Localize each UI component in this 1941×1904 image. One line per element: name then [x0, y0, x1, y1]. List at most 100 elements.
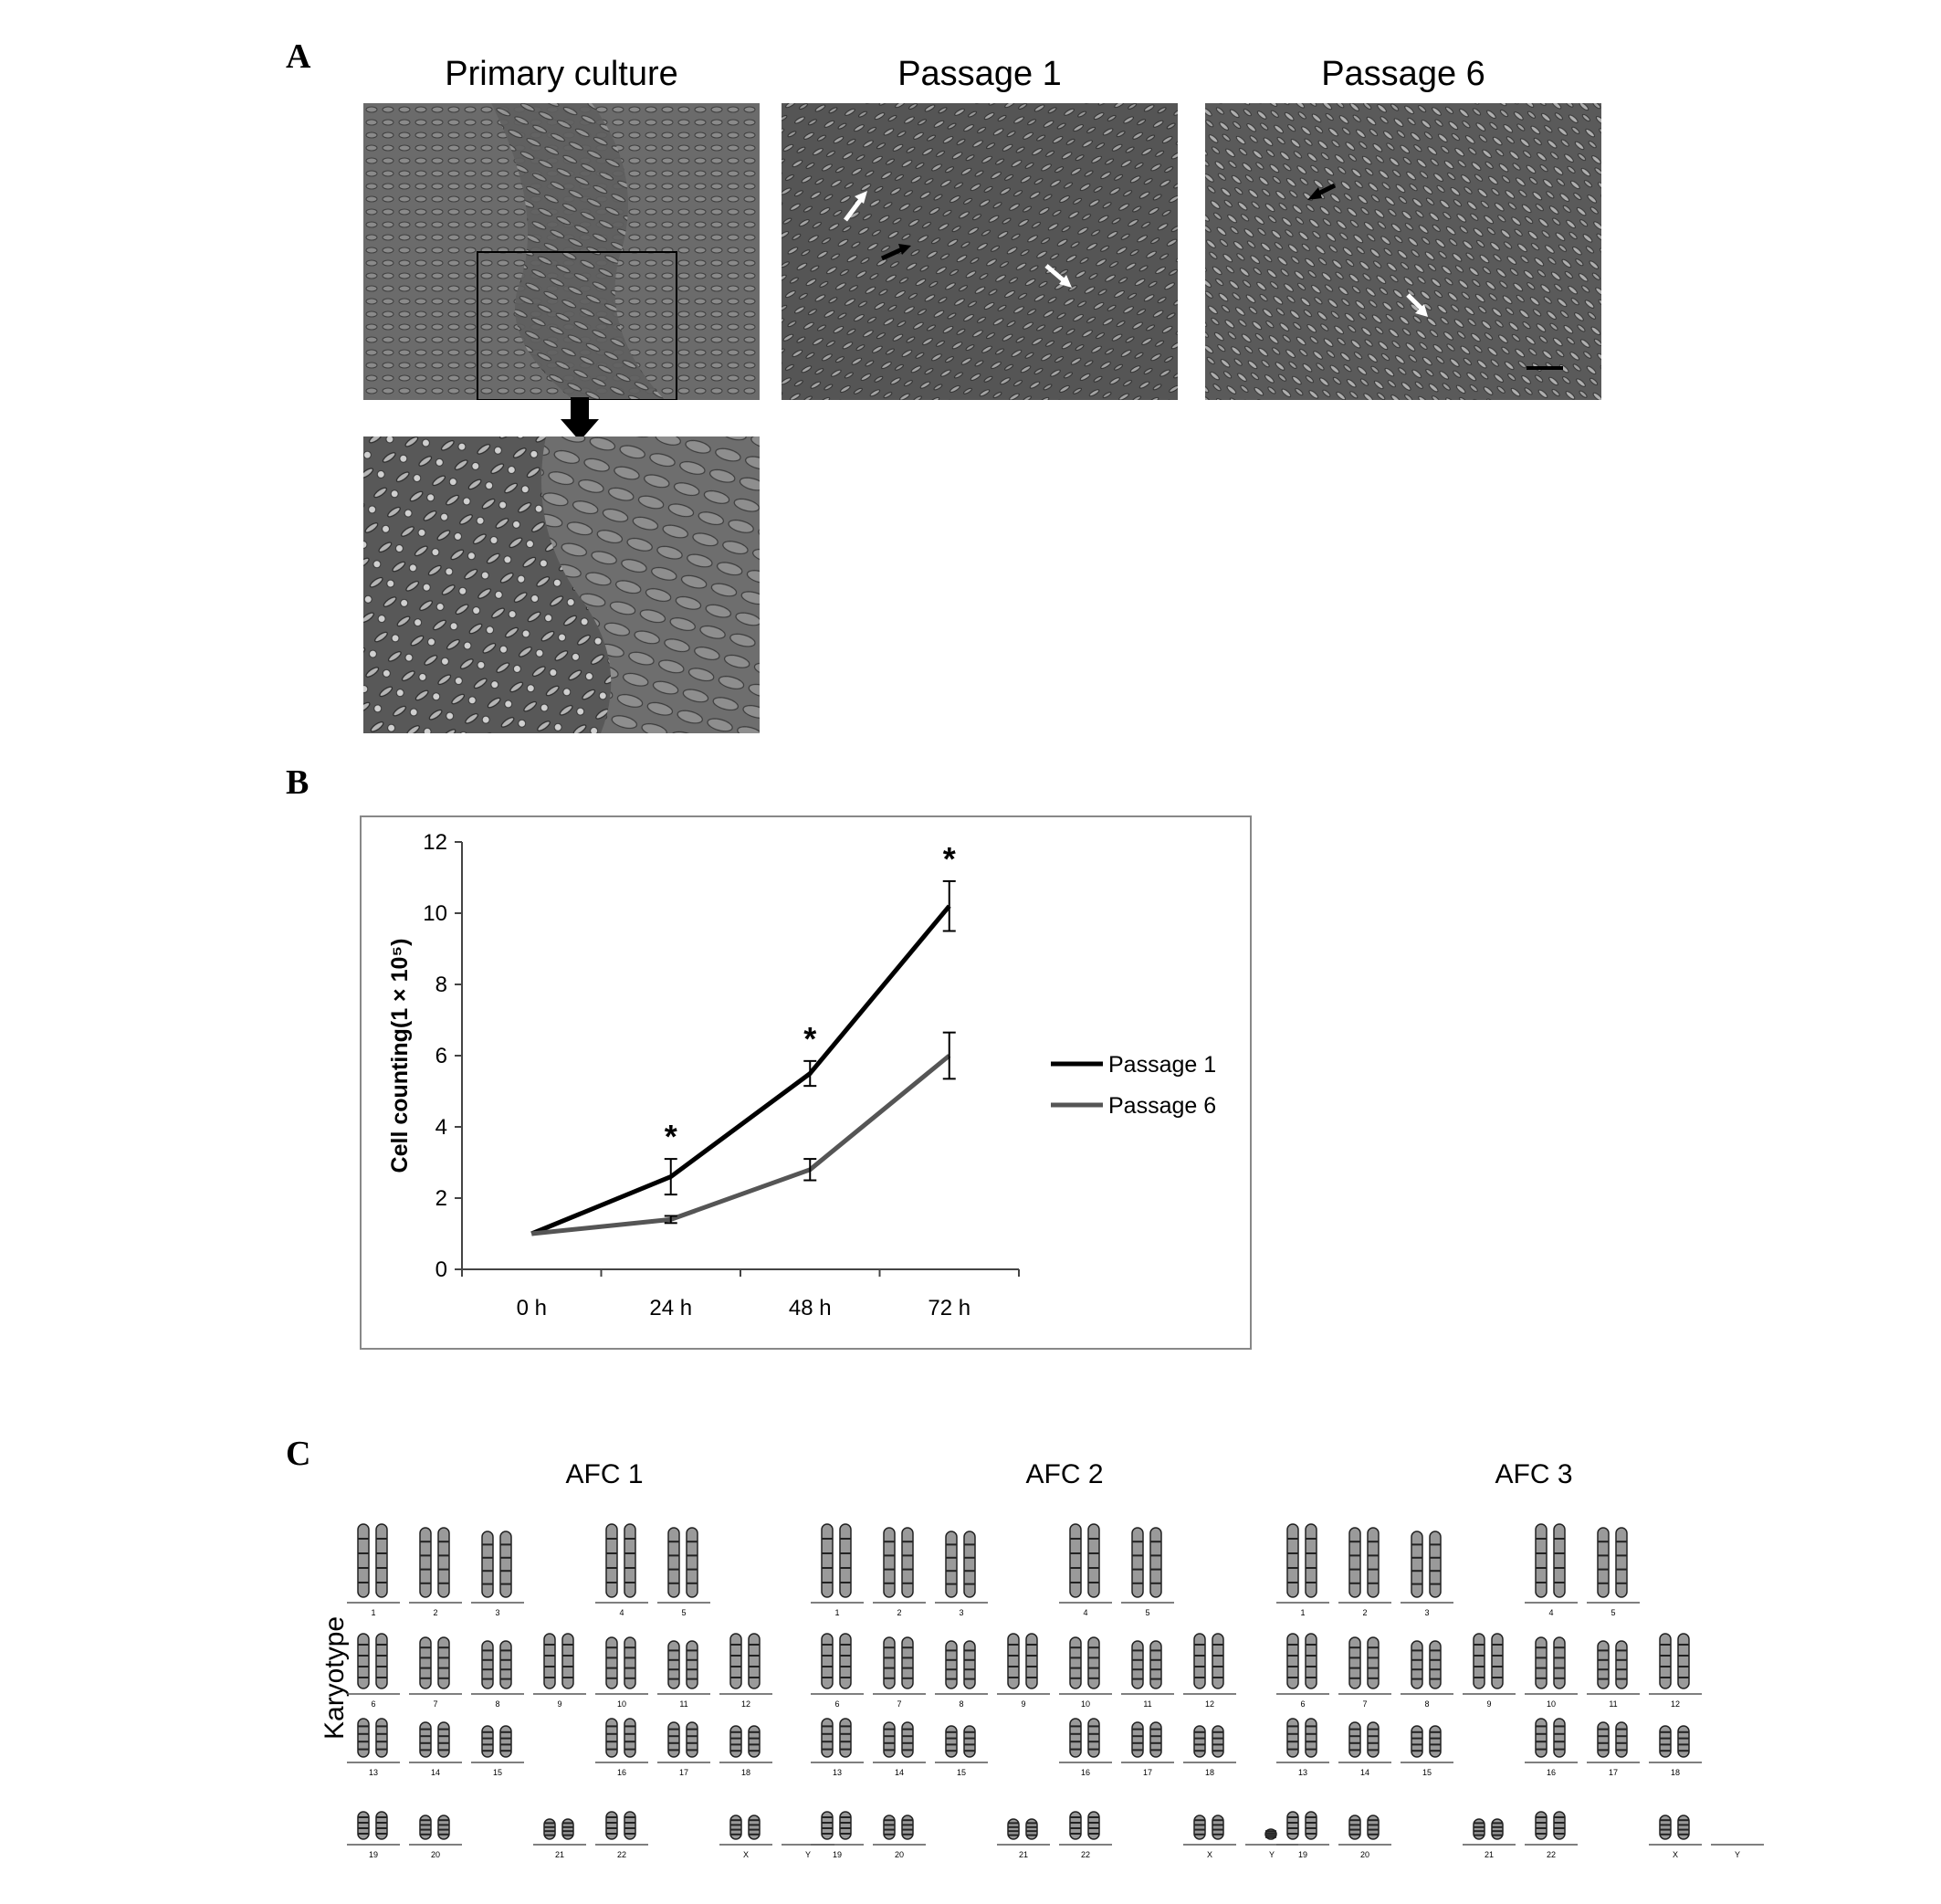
chromatid: [1087, 1811, 1100, 1840]
chromosome: [1286, 1523, 1299, 1598]
chromatid: [1286, 1633, 1299, 1689]
chromatid: [499, 1640, 512, 1689]
chromatid: [605, 1523, 618, 1598]
chromatid: [839, 1633, 852, 1689]
chromosome: [499, 1531, 512, 1598]
chromatid: [1367, 1636, 1380, 1689]
chromosome: [437, 1527, 450, 1598]
chromatid: [1025, 1818, 1038, 1840]
chromosome: [1411, 1640, 1423, 1689]
chromosome-label: 16: [617, 1768, 626, 1777]
chromatid: [839, 1523, 852, 1598]
chromosome-label: 10: [1081, 1699, 1090, 1709]
chromatid: [883, 1527, 896, 1598]
chromosome: [686, 1527, 698, 1598]
chromosome-label: 6: [371, 1699, 375, 1709]
chromosome: [624, 1523, 636, 1598]
chromatid: [839, 1718, 852, 1758]
chromatid: [1087, 1523, 1100, 1598]
legend-label-2: Passage 6: [1108, 1093, 1216, 1119]
chromosome: [1264, 1828, 1277, 1840]
chromosome-label: 17: [679, 1768, 688, 1777]
chromosome: [437, 1721, 450, 1758]
chromosome: [605, 1718, 618, 1758]
chromatid: [1193, 1725, 1206, 1758]
chromatid: [419, 1527, 432, 1598]
chromosome: [1553, 1636, 1566, 1689]
chromatid: [1659, 1633, 1672, 1689]
chromatid: [901, 1815, 914, 1840]
chromatid: [1615, 1640, 1628, 1689]
chromosome: [624, 1811, 636, 1840]
chromosome: [437, 1636, 450, 1689]
chromatid: [821, 1718, 834, 1758]
chromosome: [748, 1725, 761, 1758]
chromosome: [1069, 1811, 1082, 1840]
chromosome-label: 21: [1485, 1850, 1494, 1859]
chromosome: [1025, 1818, 1038, 1840]
chromosome: [1367, 1815, 1380, 1840]
micrograph-passage-6: [1205, 103, 1601, 400]
growth-chart-frame: 0 2 4 6 8 10 12 0 h 24 h 48 h 72 h Cell counting(1 …: [360, 815, 1252, 1350]
chromosome-label: 16: [1081, 1768, 1090, 1777]
chromatid: [1367, 1815, 1380, 1840]
chromosome-label: 22: [1547, 1850, 1556, 1859]
chromosome: [1212, 1633, 1224, 1689]
chromosome: [1535, 1636, 1548, 1689]
chromatid: [1348, 1815, 1361, 1840]
chromosome: [1087, 1718, 1100, 1758]
chromosome-label: 4: [1083, 1608, 1087, 1617]
chromosome: [1659, 1815, 1672, 1840]
chromatid: [437, 1815, 450, 1840]
chromosome: [1597, 1721, 1610, 1758]
chromatid: [1411, 1640, 1423, 1689]
chromosome-label: 7: [897, 1699, 901, 1709]
chromosome: [883, 1721, 896, 1758]
chromosome-label: 7: [433, 1699, 437, 1709]
micrograph-primary-culture: [363, 103, 760, 400]
chromosome: [1193, 1633, 1206, 1689]
chromosome: [1473, 1818, 1485, 1840]
chromatid: [883, 1815, 896, 1840]
chromatid: [821, 1811, 834, 1840]
chromosome: [963, 1531, 976, 1598]
chromosome-label: 21: [555, 1850, 564, 1859]
chromatid: [624, 1718, 636, 1758]
chromatid: [1659, 1815, 1672, 1840]
chromosome-label: 15: [1422, 1768, 1432, 1777]
chromosome-label: Y: [1735, 1850, 1740, 1859]
chromatid: [1411, 1531, 1423, 1598]
significance-marker: *: [803, 1020, 816, 1057]
chromosome: [1615, 1721, 1628, 1758]
chromosome-label: 1: [371, 1608, 375, 1617]
chromatid: [437, 1527, 450, 1598]
chromosome: [499, 1725, 512, 1758]
chromosome: [624, 1636, 636, 1689]
chromosome: [748, 1815, 761, 1840]
chromatid: [1286, 1523, 1299, 1598]
chromatid: [1535, 1636, 1548, 1689]
chromatid: [1069, 1523, 1082, 1598]
chromosome-label: 19: [833, 1850, 842, 1859]
chromosome-label: 11: [679, 1699, 687, 1709]
chromosome: [1305, 1633, 1317, 1689]
chromatid: [624, 1811, 636, 1840]
chromatid: [499, 1725, 512, 1758]
chromosome: [839, 1523, 852, 1598]
chromosome: [901, 1636, 914, 1689]
chromosome: [1131, 1640, 1144, 1689]
chromatid: [543, 1633, 556, 1689]
chromatid: [1677, 1633, 1690, 1689]
chromatid: [686, 1527, 698, 1598]
chromosome-label: 18: [741, 1768, 750, 1777]
chromosome-label: Y: [1269, 1850, 1275, 1859]
chromosome-label: 18: [1205, 1768, 1214, 1777]
chromosome: [1659, 1633, 1672, 1689]
chromatid: [1069, 1718, 1082, 1758]
chromosome: [375, 1523, 388, 1598]
chromatid: [375, 1718, 388, 1758]
chromatid: [667, 1640, 680, 1689]
chromosome: [1286, 1633, 1299, 1689]
chromatid: [357, 1633, 370, 1689]
